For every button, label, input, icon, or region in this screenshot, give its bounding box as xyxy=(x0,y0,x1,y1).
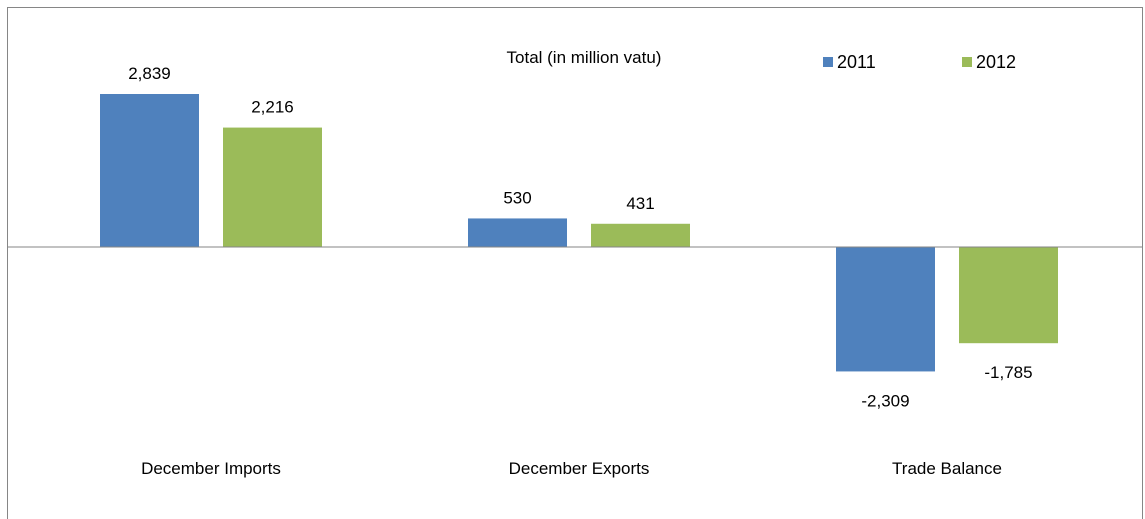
legend-swatch-2012 xyxy=(962,57,972,67)
legend-swatch-2011 xyxy=(823,57,833,67)
category-labels-layer: December Imports December Exports Trade Ba… xyxy=(141,459,1002,478)
bar-2012-2 xyxy=(959,247,1058,344)
data-label-2011-2: -2,309 xyxy=(861,391,909,410)
bar-2012-1 xyxy=(591,223,690,247)
bars-layer xyxy=(100,94,1058,372)
chart-border xyxy=(7,7,1143,519)
legend: 2011 2012 xyxy=(823,52,1016,72)
data-label-2012-0: 2,216 xyxy=(251,98,294,117)
bar-2011-2 xyxy=(836,247,935,372)
data-label-2012-2: -1,785 xyxy=(984,363,1032,382)
bar-2011-1 xyxy=(468,218,567,247)
value-labels-layer: 2,839 530 -2,309 2,216 431 -1,785 xyxy=(128,64,1032,410)
category-label-0: December Imports xyxy=(141,459,281,478)
legend-label-2012: 2012 xyxy=(976,52,1016,72)
legend-label-2011: 2011 xyxy=(837,52,876,72)
bar-2011-0 xyxy=(100,94,199,247)
data-label-2011-0: 2,839 xyxy=(128,64,171,83)
chart-title: Total (in million vatu) xyxy=(507,48,662,67)
category-label-1: December Exports xyxy=(509,459,650,478)
data-label-2012-1: 431 xyxy=(626,194,654,213)
bar-2012-0 xyxy=(223,127,322,247)
data-label-2011-1: 530 xyxy=(503,188,531,207)
category-label-2: Trade Balance xyxy=(892,459,1002,478)
